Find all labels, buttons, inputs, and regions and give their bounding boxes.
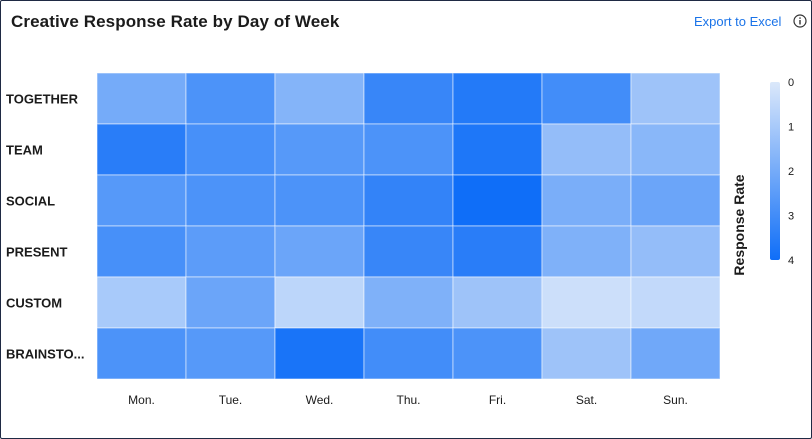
heatmap-cell (274, 174, 365, 227)
heatmap-cell (452, 276, 543, 329)
heatmap-cell (452, 72, 543, 125)
heatmap-cell (185, 225, 276, 278)
heatmap-cell (363, 327, 454, 380)
heatmap-cell (274, 327, 365, 380)
export-to-excel-link[interactable]: Export to Excel (694, 14, 782, 29)
heatmap-cell (363, 174, 454, 227)
heatmap-cell (185, 123, 276, 176)
heatmap-cell (452, 225, 543, 278)
x-tick-label: Mon. (128, 393, 155, 407)
heatmap-cell (274, 276, 365, 329)
colorbar-tick-label: 2 (788, 166, 794, 178)
heatmap-cell (363, 225, 454, 278)
heatmap-cell (185, 72, 276, 125)
x-tick-label: Fri. (489, 393, 506, 407)
heatmap-cell (185, 327, 276, 380)
heatmap-cell (363, 123, 454, 176)
heatmap-cell (630, 276, 721, 329)
heatmap-cell (541, 225, 632, 278)
heatmap-cell (541, 276, 632, 329)
heatmap-cell (541, 123, 632, 176)
x-tick-label: Sat. (576, 393, 597, 407)
colorbar (770, 82, 780, 260)
heatmap-cell (96, 276, 187, 329)
x-tick-label: Wed. (306, 393, 334, 407)
y-tick-label: TEAM (6, 143, 43, 158)
heatmap-cell (541, 72, 632, 125)
heatmap-cell (185, 276, 276, 329)
x-tick-label: Tue. (219, 393, 243, 407)
heatmap-cell (363, 72, 454, 125)
chart-title: Creative Response Rate by Day of Week (11, 12, 340, 31)
heatmap-cell (96, 327, 187, 380)
heatmap-cell (630, 72, 721, 125)
y-tick-label: SOCIAL (6, 194, 55, 209)
x-tick-label: Sun. (663, 393, 688, 407)
heatmap-cell (630, 327, 721, 380)
heatmap-cell (630, 225, 721, 278)
heatmap-cell (274, 123, 365, 176)
colorbar-label: Response Rate (731, 174, 747, 275)
y-tick-label: CUSTOM (6, 296, 62, 311)
heatmap-cell (541, 327, 632, 380)
info-icon[interactable] (793, 14, 807, 28)
colorbar-tick-label: 4 (788, 255, 794, 267)
heatmap-cell (185, 174, 276, 227)
heatmap-cell (96, 123, 187, 176)
x-tick-label: Thu. (396, 393, 420, 407)
heatmap-cell (96, 225, 187, 278)
heatmap-cell (452, 327, 543, 380)
colorbar-tick-label: 1 (788, 122, 794, 134)
heatmap-cell (630, 123, 721, 176)
heatmap-cell (274, 72, 365, 125)
heatmap-cell (363, 276, 454, 329)
heatmap-cell (452, 123, 543, 176)
colorbar-tick-label: 3 (788, 211, 794, 223)
y-tick-label: PRESENT (6, 245, 67, 260)
heatmap-cell (96, 72, 187, 125)
heatmap-cell (96, 174, 187, 227)
y-tick-label: TOGETHER (6, 92, 79, 107)
heatmap-cell (541, 174, 632, 227)
y-tick-label: BRAINSTO... (6, 347, 85, 362)
colorbar-tick-label: 0 (788, 77, 794, 89)
heatmap-cell (274, 225, 365, 278)
heatmap-cell (630, 174, 721, 227)
heatmap-cell (452, 174, 543, 227)
